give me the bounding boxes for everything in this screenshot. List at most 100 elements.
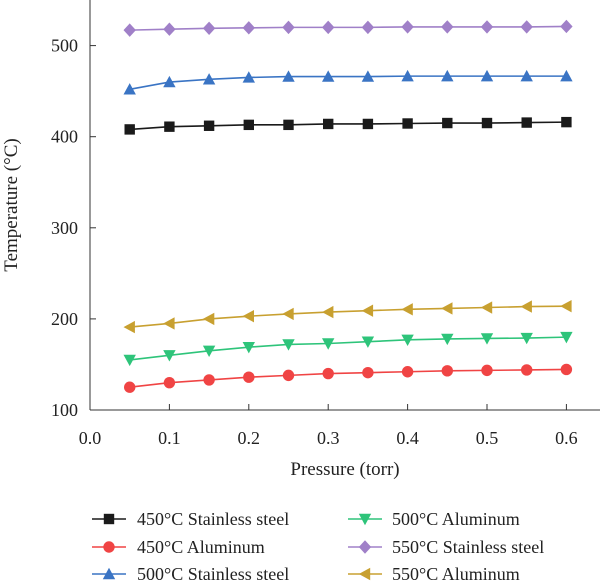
data-point [480, 333, 494, 345]
data-point [481, 117, 493, 129]
data-point [521, 117, 532, 128]
data-point [242, 71, 255, 83]
data-point [282, 369, 295, 382]
data-point [520, 300, 532, 313]
data-point [361, 70, 375, 82]
legend-item: 550°C Stainless steel [348, 537, 544, 557]
legend-item: 500°C Stainless steel [92, 564, 289, 584]
legend-marker [102, 567, 116, 580]
legend-item: 550°C Aluminum [348, 564, 520, 584]
legend-label: 450°C Aluminum [137, 537, 265, 557]
legend-item: 450°C Aluminum [92, 537, 265, 557]
data-point [123, 83, 136, 95]
data-point [322, 70, 335, 82]
data-point [163, 22, 176, 36]
data-point [202, 73, 216, 85]
data-point [243, 119, 254, 131]
data-point [441, 333, 454, 346]
data-point [202, 345, 216, 357]
y-tick-label: 100 [51, 400, 78, 420]
data-point [123, 23, 136, 37]
data-point [124, 381, 136, 393]
series-line [129, 25, 567, 31]
data-point [561, 116, 572, 128]
legend-label: 550°C Stainless steel [392, 537, 544, 557]
legend-label: 500°C Stainless steel [137, 564, 289, 584]
data-point [282, 20, 295, 35]
data-point [202, 21, 216, 35]
data-series [123, 19, 573, 393]
data-point [521, 364, 533, 376]
x-axis-ticks: 0.0 0.1 0.2 0.3 0.4 0.5 0.6 [79, 404, 578, 448]
data-point [560, 69, 573, 82]
x-tick-label: 0.1 [158, 428, 181, 448]
data-point [520, 332, 533, 345]
series-line [129, 368, 567, 389]
data-point [282, 70, 295, 82]
y-axis-title: Temperature (°C) [1, 138, 22, 271]
data-point [481, 364, 493, 377]
data-point [124, 124, 135, 135]
data-point [560, 331, 573, 344]
data-point [323, 118, 334, 130]
legend-marker [358, 513, 372, 526]
data-point [361, 304, 374, 317]
data-point [441, 20, 454, 34]
y-tick-label: 400 [51, 127, 78, 147]
x-tick-label: 0.2 [238, 428, 261, 448]
data-point [401, 20, 414, 34]
data-point [322, 338, 335, 350]
data-point [480, 69, 494, 82]
axes: 100 200 300 400 500 0.0 0.1 0.2 0.3 0.4 0.5 0.6 Pr… [1, 0, 600, 480]
data-point [242, 21, 255, 35]
y-axis-ticks: 100 200 300 400 500 [51, 36, 96, 420]
series-2 [123, 69, 573, 95]
data-point [520, 20, 533, 34]
legend-label: 500°C Aluminum [392, 509, 520, 529]
data-point [362, 118, 374, 130]
data-point [441, 365, 453, 377]
data-point [123, 354, 136, 367]
legend-marker [358, 567, 371, 581]
legend-label: 550°C Aluminum [392, 564, 520, 584]
data-point [242, 309, 254, 323]
legend-marker [103, 513, 115, 525]
data-point [560, 363, 573, 376]
legend-marker [103, 541, 115, 553]
data-point [242, 341, 255, 354]
data-point [163, 350, 176, 362]
series-5 [123, 299, 572, 334]
data-point [282, 339, 295, 351]
data-point [164, 121, 175, 132]
y-tick-label: 500 [51, 36, 78, 56]
series-line [129, 305, 567, 328]
y-tick-label: 200 [51, 309, 78, 329]
data-point [203, 120, 215, 131]
data-point [442, 117, 453, 129]
data-point [123, 320, 135, 334]
x-axis-title: Pressure (torr) [290, 459, 399, 480]
x-tick-label: 0.0 [79, 428, 102, 448]
data-point [282, 307, 294, 321]
series-line [129, 75, 567, 91]
data-point [401, 69, 414, 82]
data-point [401, 366, 414, 378]
data-point [283, 119, 294, 131]
series-3 [123, 331, 573, 367]
legend-item: 500°C Aluminum [348, 509, 520, 529]
data-point [361, 20, 375, 35]
x-tick-label: 0.3 [317, 428, 340, 448]
data-point [560, 299, 572, 313]
y-tick-label: 300 [51, 218, 78, 238]
data-point [402, 118, 413, 129]
data-point [322, 367, 334, 380]
series-4 [123, 19, 573, 37]
x-tick-label: 0.5 [476, 428, 499, 448]
legend-marker [358, 540, 372, 554]
x-tick-label: 0.4 [396, 428, 419, 448]
series-0 [124, 116, 572, 135]
data-point [361, 336, 375, 348]
data-point [480, 20, 494, 34]
data-point [520, 69, 533, 82]
